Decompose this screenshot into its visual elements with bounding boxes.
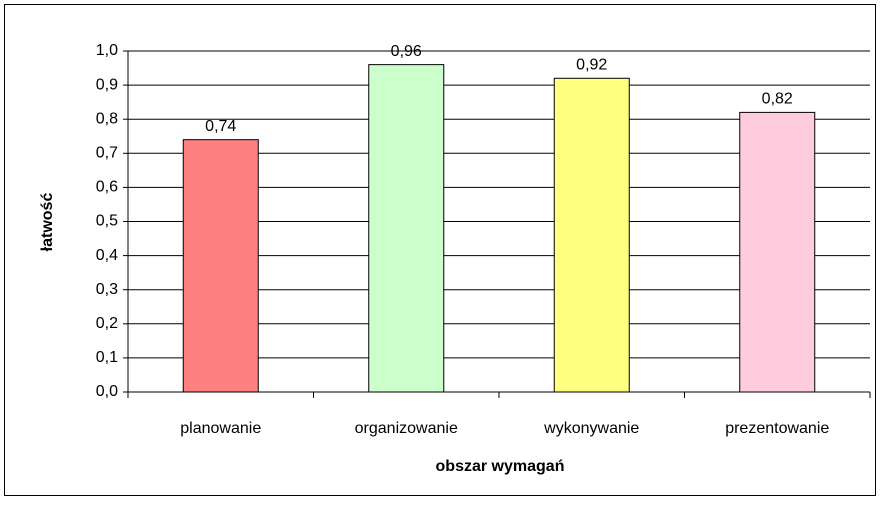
y-axis-label: łatwość — [39, 193, 56, 252]
y-tick-label: 0,3 — [96, 281, 118, 298]
value-label: 0,82 — [762, 91, 793, 108]
value-label: 0,96 — [391, 43, 422, 60]
y-tick-label: 1,0 — [96, 42, 118, 59]
x-tick-label: planowanie — [180, 420, 261, 437]
bar — [368, 64, 445, 393]
bar — [182, 139, 259, 393]
bar — [553, 77, 630, 393]
x-axis-label: obszar wymagań — [436, 458, 565, 475]
value-label: 0,74 — [205, 118, 236, 135]
y-tick-label: 0,8 — [96, 110, 118, 127]
y-tick-label: 0,2 — [96, 315, 118, 332]
bar — [739, 111, 816, 393]
y-tick-label: 0,6 — [96, 179, 118, 196]
y-tick-label: 0,5 — [96, 213, 118, 230]
x-tick-label: organizowanie — [355, 420, 458, 437]
value-label: 0,92 — [576, 56, 607, 73]
x-tick-label: prezentowanie — [725, 420, 829, 437]
y-tick-label: 0,1 — [96, 349, 118, 366]
y-tick-label: 0,0 — [96, 383, 118, 400]
x-tick-label: wykonywanie — [543, 420, 639, 437]
y-tick-label: 0,4 — [96, 247, 118, 264]
y-tick-label: 0,9 — [96, 76, 118, 93]
y-tick-label: 0,7 — [96, 145, 118, 162]
